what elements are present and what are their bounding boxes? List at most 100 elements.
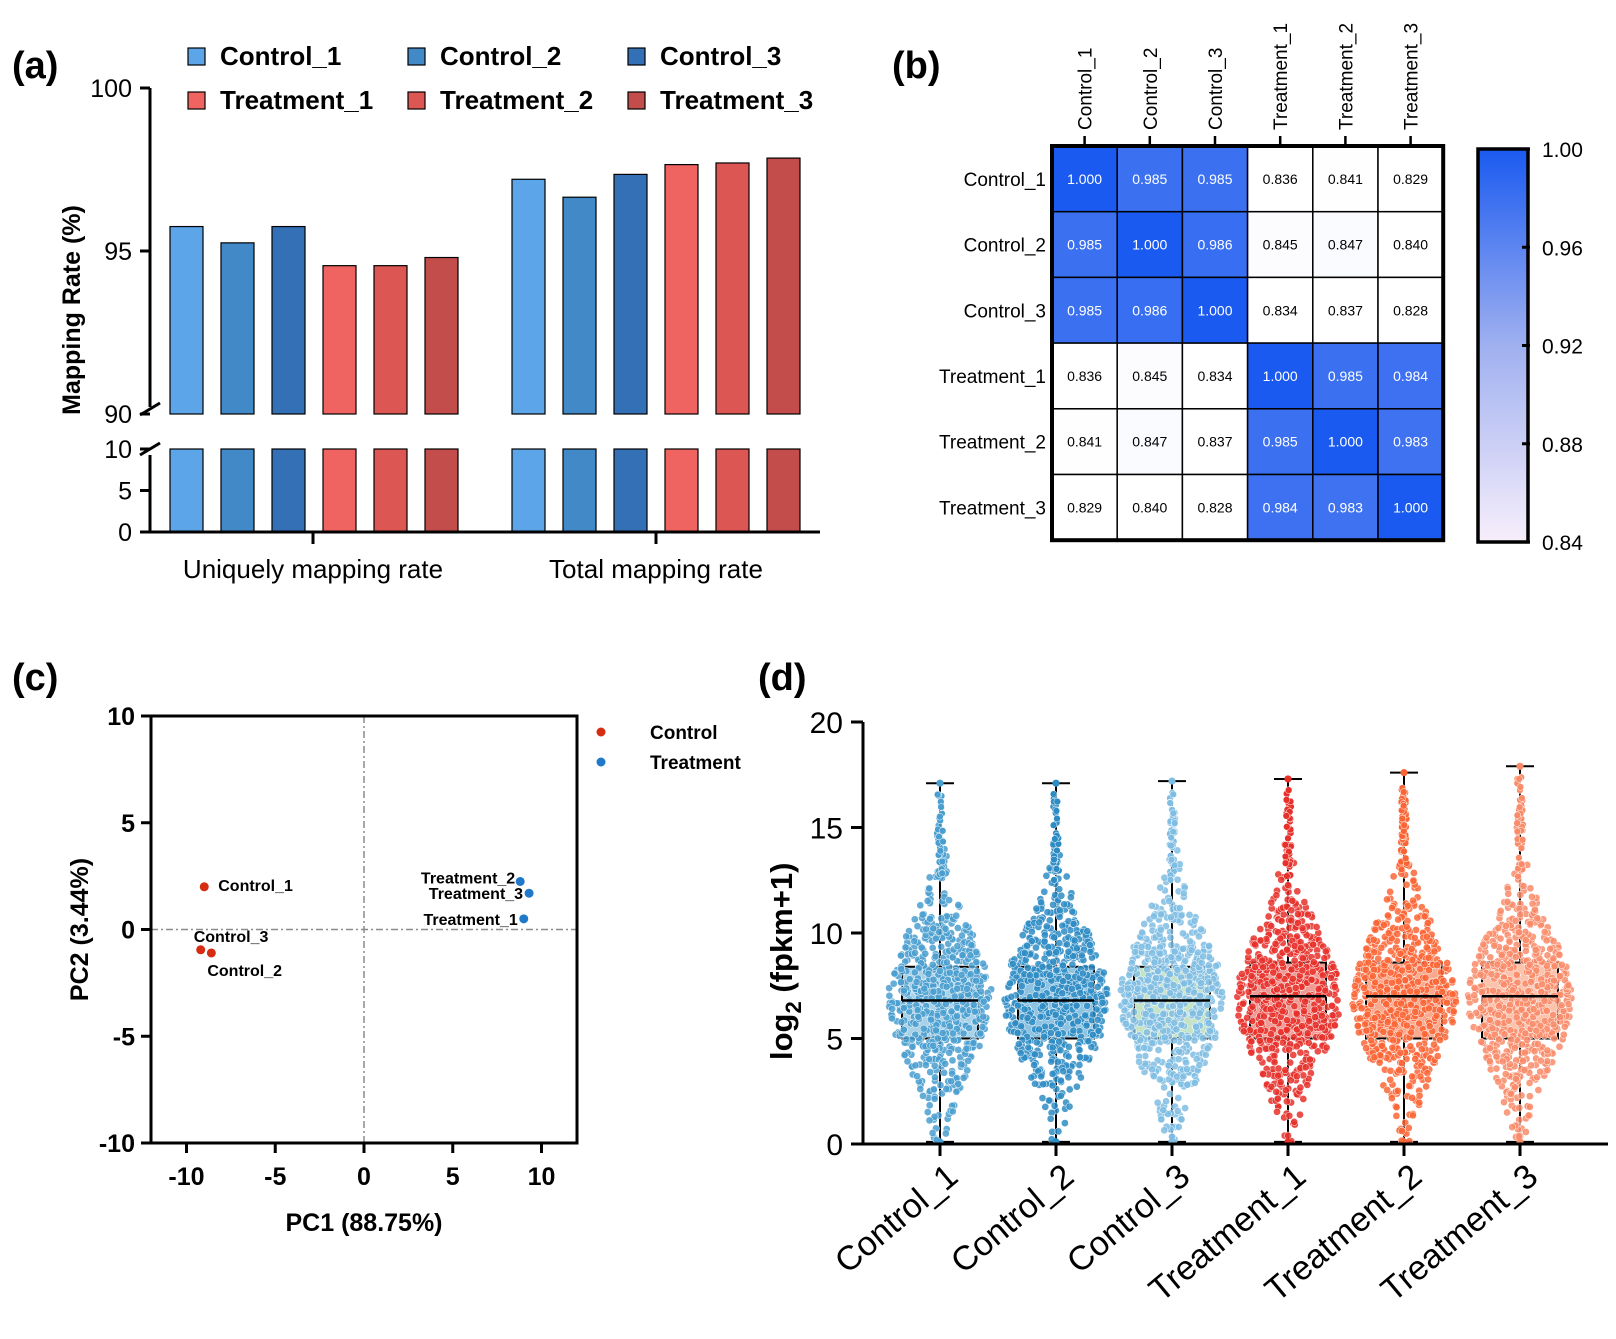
data-point-Control_2 [1020, 949, 1029, 957]
data-point-Treatment_3 [1511, 917, 1520, 925]
data-point-Treatment_1 [1239, 1027, 1248, 1036]
colorbar-tick-label-0.88: 0.88 [1542, 434, 1583, 457]
data-point-Treatment_2 [1414, 977, 1422, 986]
data-point-Control_2 [1047, 1029, 1055, 1037]
data-point-Control_3 [1177, 1115, 1186, 1124]
data-point-Treatment_2 [1355, 1028, 1363, 1037]
data-point-Treatment_1 [1272, 891, 1281, 900]
data-point-Control_1 [929, 1041, 938, 1050]
data-point-Control_2 [1068, 960, 1077, 969]
data-point-Treatment_1 [1274, 1000, 1283, 1009]
data-point-Control_1 [945, 1022, 954, 1031]
data-point-Treatment_3 [1518, 1040, 1526, 1049]
data-point-Control_2 [1049, 957, 1058, 966]
data-point-Treatment_2 [1406, 987, 1415, 996]
bar-upper-Control_1-0 [169, 225, 204, 415]
data-point-Control_2 [1076, 1053, 1084, 1061]
data-point-Treatment_3 [1499, 980, 1508, 989]
data-point-Control_2 [1016, 1049, 1025, 1057]
data-point-Treatment_2 [1402, 854, 1410, 862]
heatmap-col-label-Treatment_3: Treatment_3 [1402, 23, 1423, 130]
data-point-Control_1 [900, 986, 908, 995]
box-group-Treatment_3 [1464, 762, 1576, 1146]
data-point-Treatment_3 [1550, 962, 1559, 970]
data-point-Treatment_3 [1485, 1016, 1494, 1024]
data-point-Control_3 [1205, 978, 1213, 987]
data-point-Control_3 [1156, 986, 1165, 994]
data-point-Treatment_2 [1410, 869, 1418, 877]
data-point-Treatment_1 [1282, 812, 1290, 820]
legend-swatch-Treatment_3 [627, 91, 646, 110]
heatmap-value-1-1: 1.000 [1132, 237, 1167, 253]
data-point-Treatment_2 [1383, 1086, 1392, 1094]
data-point-Control_2 [1065, 1014, 1073, 1022]
data-point-Control_2 [1023, 963, 1032, 972]
data-point-Treatment_1 [1299, 1071, 1308, 1080]
data-point-Control_3 [1170, 1018, 1179, 1027]
heatmap-value-4-1: 0.847 [1132, 434, 1167, 450]
data-point-Control_1 [931, 952, 940, 961]
data-point-Control_1 [901, 943, 910, 952]
data-point-Control_1 [959, 1029, 968, 1038]
data-point-Treatment_3 [1522, 947, 1530, 955]
data-point-Treatment_2 [1380, 921, 1388, 929]
bar-upper-Control_2-1 [562, 196, 597, 415]
heatmap-border [1050, 144, 1446, 543]
data-point-Treatment_3 [1485, 1044, 1494, 1053]
data-point-Treatment_2 [1371, 925, 1380, 934]
data-point-Control_3 [1169, 809, 1177, 817]
data-point-Control_3 [1146, 1018, 1154, 1027]
data-point-Treatment_3 [1494, 1035, 1503, 1044]
data-point-Control_2 [1046, 1114, 1055, 1123]
y-axis-label-main: log [764, 1014, 799, 1061]
data-point-Control_3 [1179, 929, 1187, 938]
data-point-Control_3 [1175, 904, 1184, 912]
point-label-Treatment_2: Treatment_2 [421, 870, 515, 887]
data-point-Treatment_3 [1518, 860, 1526, 868]
data-point-Treatment_1 [1296, 1110, 1304, 1119]
data-point-Control_3 [1206, 1027, 1214, 1035]
points-Control_1 [885, 779, 996, 1146]
y-axis-label: log2 (fpkm+1) [764, 863, 806, 1060]
box-group-Control_3 [1117, 777, 1227, 1146]
data-point-Treatment_2 [1374, 954, 1383, 963]
heatmap-value-5-4: 0.983 [1328, 499, 1363, 515]
data-point-Treatment_1 [1284, 881, 1292, 890]
data-point-Treatment_2 [1433, 961, 1441, 970]
data-point-Control_1 [935, 928, 944, 936]
data-point-Control_2 [1031, 1050, 1039, 1059]
data-point-Control_1 [916, 1085, 925, 1093]
data-point-Control_3 [1144, 943, 1152, 951]
data-point-Control_3 [1147, 901, 1156, 910]
data-point-Treatment_3 [1492, 1064, 1501, 1073]
data-point-Control_1 [913, 922, 922, 931]
legend-label-Control_2: Control_2 [440, 41, 561, 71]
data-point-Control_2 [1049, 790, 1058, 798]
data-point-Control_1 [936, 813, 944, 821]
data-point-Treatment_1 [1285, 786, 1293, 794]
data-point-Treatment_1 [1327, 973, 1335, 982]
heatmap-value-5-3: 0.984 [1263, 499, 1298, 515]
panel-label-c: (c) [12, 657, 58, 699]
data-point-Control_1 [948, 953, 957, 962]
data-point-Treatment_2 [1433, 1052, 1442, 1060]
data-point-Control_3 [1126, 965, 1135, 973]
data-point-Control_1 [900, 1051, 909, 1059]
data-point-Control_2 [1040, 887, 1049, 896]
data-point-Control_3 [1212, 962, 1220, 970]
point-label-Control_1: Control_1 [218, 878, 293, 895]
data-point-Treatment_3 [1519, 1057, 1527, 1065]
data-point-Treatment_1 [1258, 956, 1267, 965]
data-point-Control_2 [1027, 937, 1036, 945]
data-point-Treatment_1 [1256, 925, 1265, 933]
data-point-Control_3 [1169, 981, 1178, 989]
data-point-Control_2 [1062, 872, 1071, 881]
data-point-Control_1 [905, 975, 914, 984]
data-point-Treatment_2 [1448, 1018, 1457, 1027]
data-point-Treatment_3 [1507, 1035, 1516, 1044]
data-point-Control_3 [1160, 1126, 1169, 1135]
heatmap-cell-4-0 [1051, 408, 1118, 476]
data-point-Control_3 [1199, 1034, 1207, 1043]
data-point-Control_1 [945, 968, 954, 977]
